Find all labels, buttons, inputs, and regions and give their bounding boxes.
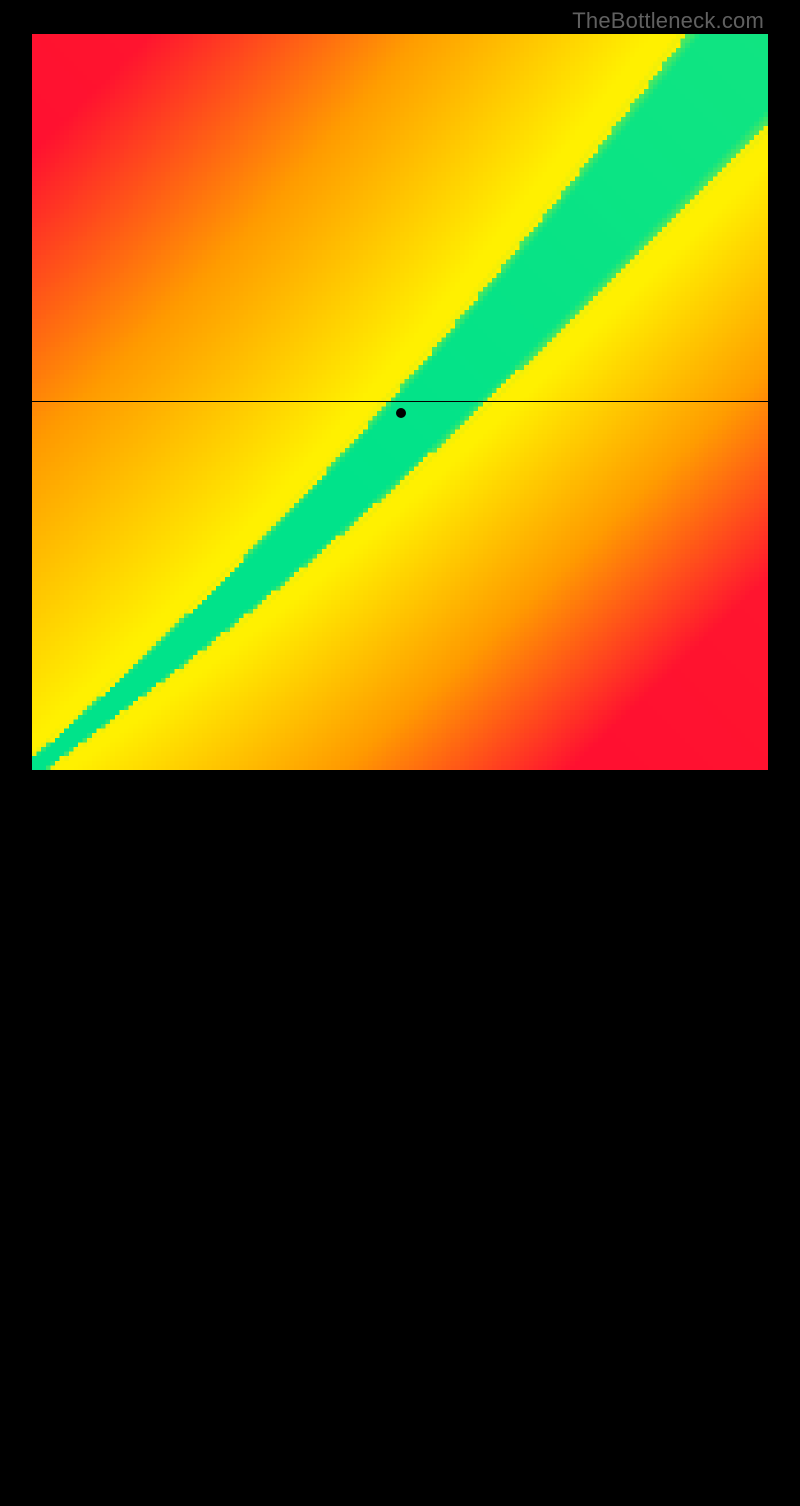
marker-dot (396, 408, 406, 418)
plot-area (32, 34, 768, 770)
watermark-text: TheBottleneck.com (572, 8, 764, 34)
crosshair-vertical (401, 770, 402, 1506)
chart-container: TheBottleneck.com (0, 0, 800, 800)
crosshair-horizontal (32, 401, 768, 402)
heatmap-canvas (32, 34, 768, 770)
